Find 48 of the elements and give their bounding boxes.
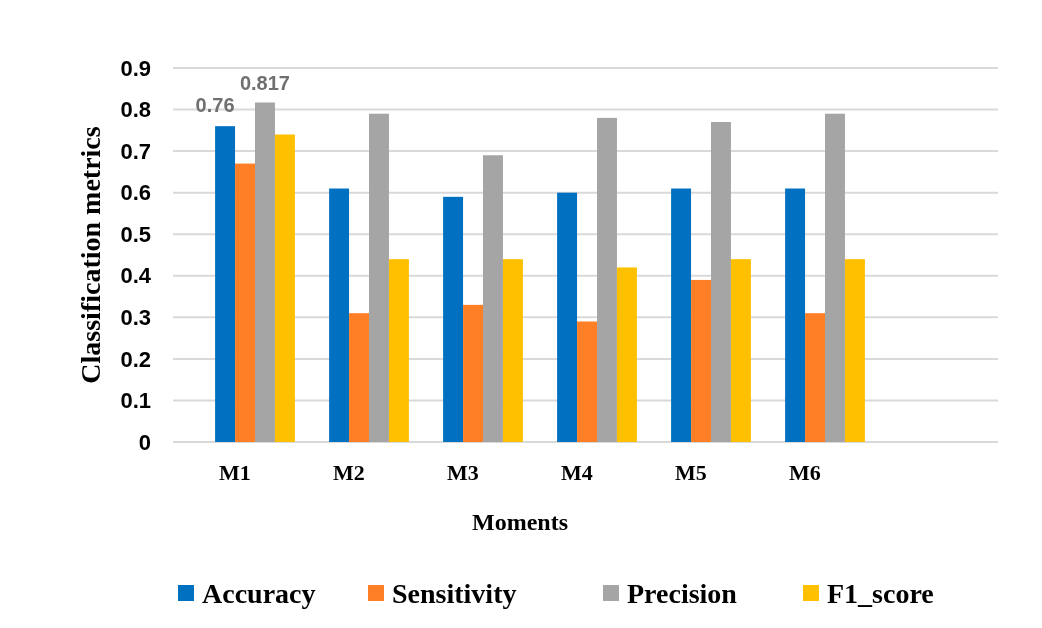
bar [825, 113, 845, 442]
legend-label: F1_score [827, 577, 934, 609]
x-tick-label: M2 [333, 460, 365, 485]
bar [463, 304, 483, 442]
y-tick-label: 0.8 [120, 97, 151, 123]
x-tick-label: M1 [219, 460, 251, 485]
y-tick-label: 0.5 [120, 221, 151, 247]
y-tick-label: 0.1 [120, 388, 151, 414]
bar [597, 117, 617, 442]
bar [255, 102, 275, 442]
y-axis-title: Classification metrics [75, 126, 106, 384]
bar [443, 196, 464, 442]
bar [483, 155, 503, 442]
bar [616, 267, 637, 442]
bar [691, 279, 711, 442]
data-label: 0.817 [239, 72, 291, 95]
legend-label: Accuracy [202, 577, 316, 609]
bar [805, 313, 825, 442]
bar [235, 163, 255, 442]
y-tick-label: 0.2 [120, 346, 151, 372]
legend-label: Precision [627, 577, 738, 609]
bar [671, 188, 692, 442]
y-tick-label: 0.6 [120, 180, 151, 206]
x-tick-label: M3 [447, 460, 479, 485]
bar [557, 192, 578, 442]
legend-label: Sensitivity [392, 577, 517, 609]
bar [730, 259, 751, 442]
bar [215, 126, 236, 442]
bar [844, 259, 865, 442]
y-tick-label: 0.9 [120, 55, 151, 81]
bar [369, 113, 389, 442]
y-tick-label: 0.3 [120, 305, 151, 331]
bar [388, 259, 409, 442]
data-label: 0.76 [195, 94, 235, 117]
bar [274, 134, 295, 442]
bar [329, 188, 350, 442]
x-tick-label: M5 [675, 460, 707, 485]
x-tick-label: M6 [789, 460, 821, 485]
bar [349, 313, 369, 442]
x-axis-title: Moments [472, 509, 568, 535]
x-tick-label: M4 [561, 460, 593, 485]
bar [577, 321, 597, 442]
y-tick-label: 0.4 [120, 263, 152, 289]
bar [502, 259, 523, 442]
y-tick-label: 0 [138, 429, 151, 455]
y-tick-label: 0.7 [120, 138, 151, 164]
bar [711, 122, 731, 442]
bar [785, 188, 806, 442]
